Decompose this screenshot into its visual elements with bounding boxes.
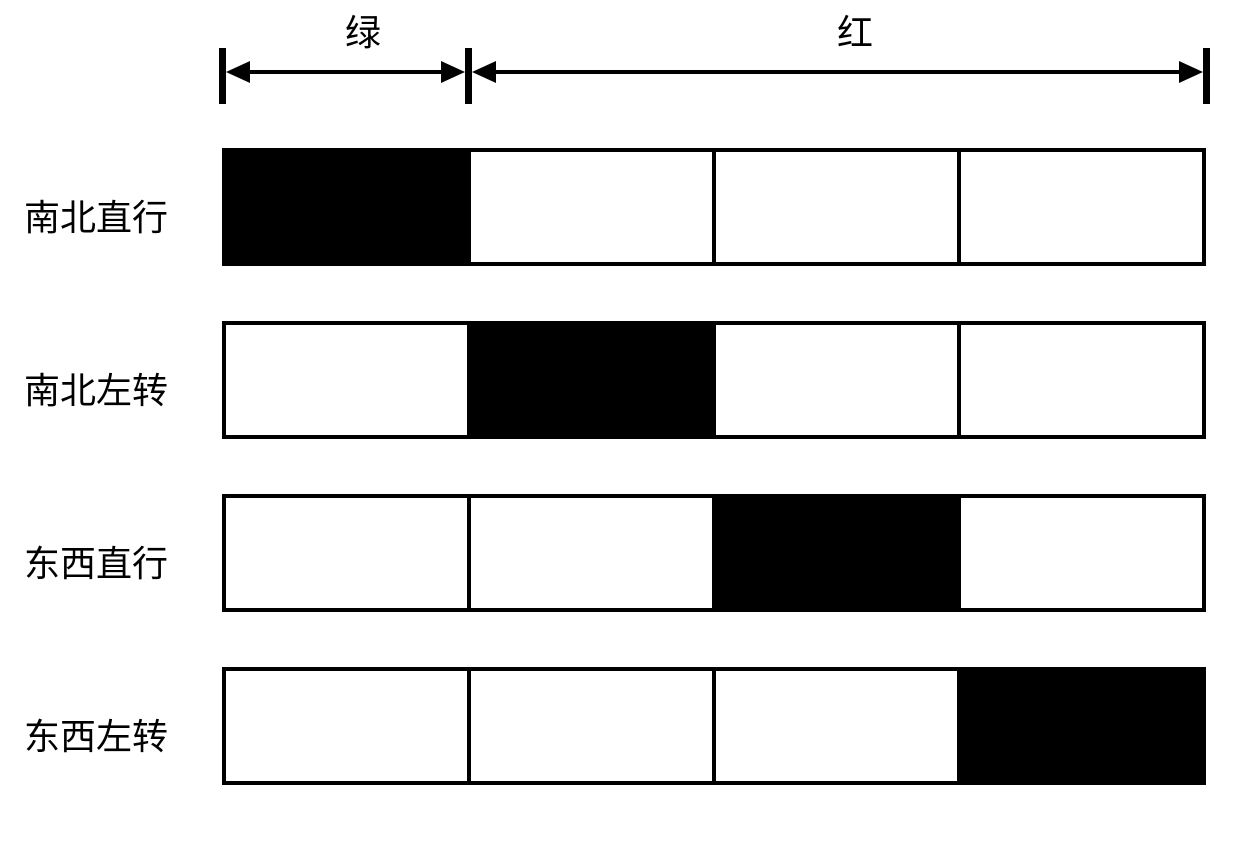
phase-row: [222, 148, 1206, 266]
phase-cell: [716, 325, 961, 435]
phase-cell: [961, 152, 1202, 262]
phase-row: [222, 494, 1206, 612]
phase-cell: [961, 671, 1202, 781]
dimension-arrowhead: [1179, 61, 1203, 83]
row-label: 南北直行: [24, 189, 168, 241]
diagram-root: 绿红南北直行南北左转东西直行东西左转: [0, 0, 1240, 851]
phase-cell: [716, 498, 961, 608]
phase-cell: [471, 498, 716, 608]
dimension-arrow-shaft: [495, 70, 1180, 74]
phase-cell: [226, 498, 471, 608]
phase-cell: [226, 152, 471, 262]
dimension-arrowhead: [441, 61, 465, 83]
phase-cell: [226, 671, 471, 781]
dimension-arrow-shaft: [249, 70, 442, 74]
phase-cell: [471, 325, 716, 435]
dimension-arrowhead: [226, 61, 250, 83]
phase-cell: [716, 671, 961, 781]
phase-cell: [471, 152, 716, 262]
phase-cell: [961, 498, 1202, 608]
phase-cell: [961, 325, 1202, 435]
phase-cell: [226, 325, 471, 435]
row-label: 东西直行: [24, 535, 168, 587]
phase-row: [222, 321, 1206, 439]
dimension-arrowhead: [472, 61, 496, 83]
dimension-tick: [219, 48, 226, 104]
phase-cell: [716, 152, 961, 262]
row-label: 南北左转: [24, 362, 168, 414]
row-label: 东西左转: [24, 708, 168, 760]
dimension-tick: [465, 48, 472, 104]
dimension-tick: [1203, 48, 1210, 104]
phase-cell: [471, 671, 716, 781]
phase-row: [222, 667, 1206, 785]
